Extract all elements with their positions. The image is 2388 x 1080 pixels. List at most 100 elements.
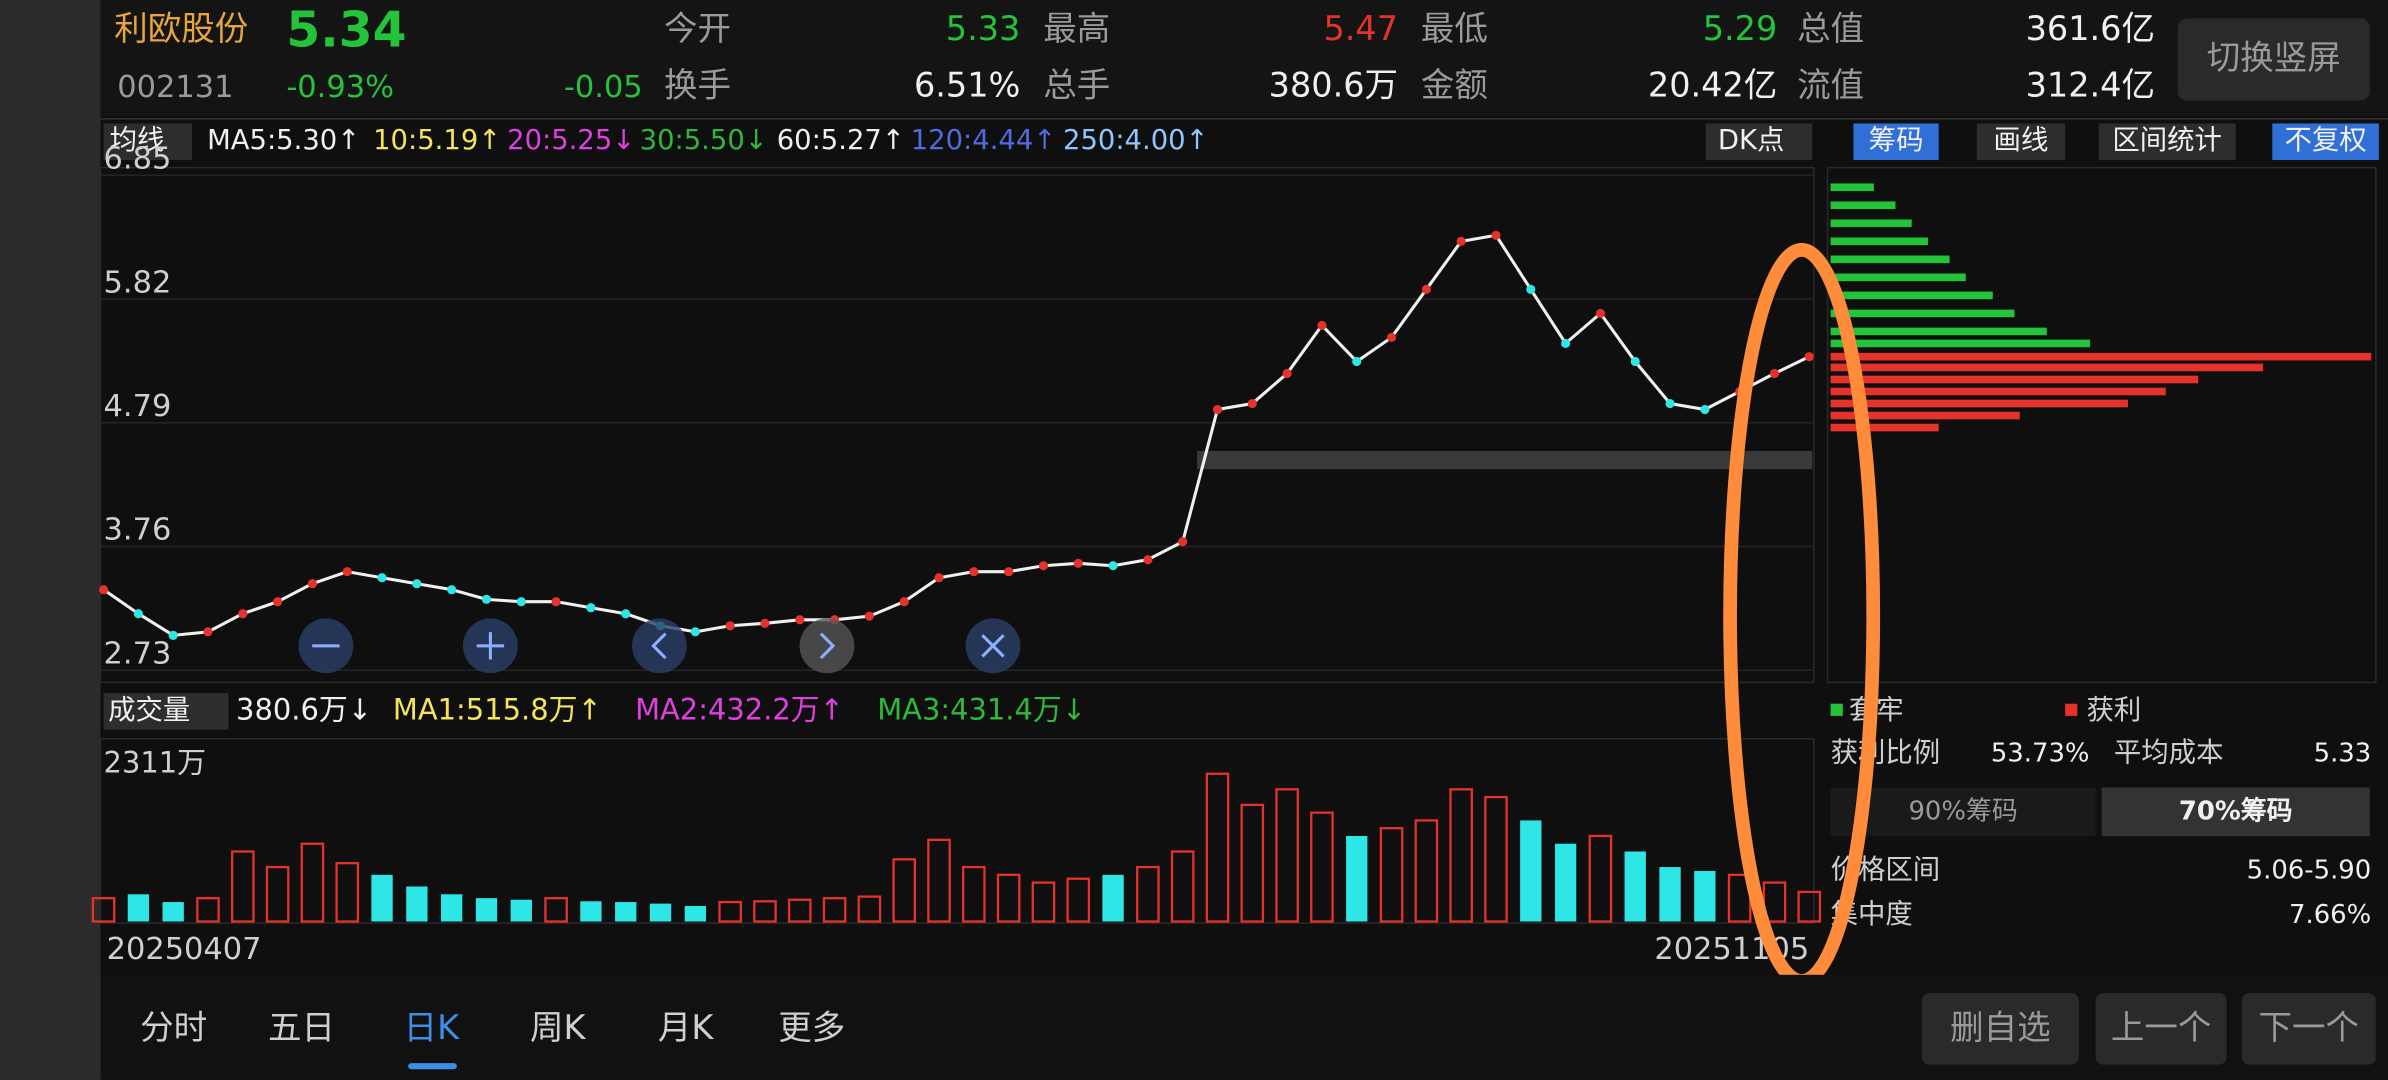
volume-bar [822, 897, 847, 923]
vol-item: MA2:432.2万↑ [635, 692, 844, 726]
close-point [1386, 332, 1397, 343]
close-point [447, 585, 457, 595]
close-point [1630, 356, 1640, 367]
ma-item: 10:5.19↑ [373, 125, 501, 156]
vol-selector-bg[interactable] [103, 693, 229, 730]
tab-bg[interactable] [2272, 123, 2379, 161]
volume-bar [1624, 851, 1646, 922]
chip-bar [1830, 255, 1950, 264]
action-button[interactable] [2241, 993, 2376, 1065]
close-point [899, 597, 909, 607]
chip-bar [1830, 327, 2047, 336]
chip-bar [1830, 219, 1912, 228]
conc: 7.66% [2289, 900, 2371, 930]
stock-name: 利欧股份 [114, 9, 248, 48]
ma-selector-bg[interactable] [103, 123, 192, 161]
period-tab[interactable]: 更多 [778, 1008, 845, 1047]
close-point [1595, 308, 1605, 318]
next[interactable] [799, 618, 855, 674]
volume-bar [1102, 874, 1124, 922]
volume-bar [1520, 820, 1542, 922]
close-point [1352, 356, 1362, 367]
vol-item: 380.6万↓ [236, 692, 372, 726]
close-point [969, 567, 979, 577]
close-point [1421, 284, 1431, 294]
period-tab[interactable]: 五日 [268, 1008, 335, 1047]
chip-bar [1830, 363, 2264, 372]
chip70-btn[interactable] [2101, 787, 2370, 837]
stat-label: 流值 [1797, 65, 1864, 104]
action-label: 删自选 [1950, 1008, 2051, 1047]
volume-bar [1346, 835, 1368, 922]
volume-bar [1310, 811, 1334, 923]
nav-buttons [298, 618, 1021, 674]
stat-label: 金额 [1421, 65, 1488, 104]
period-tab[interactable]: 分时 [140, 1008, 207, 1047]
close-point [725, 621, 735, 631]
dk-bg[interactable] [1705, 123, 1813, 161]
rotate-button[interactable] [2177, 18, 2370, 101]
close-point [760, 618, 770, 628]
zone-band [1197, 450, 1813, 470]
close-point [864, 611, 874, 621]
volume-bar [406, 886, 428, 922]
tab-bg[interactable] [2098, 123, 2236, 161]
volume-bar [1484, 795, 1508, 923]
ma-selector: 均线 [110, 125, 165, 156]
legend-swatch [2065, 703, 2078, 716]
period-tabs: 分时 五日 日K 周K 月K 更多 [140, 1008, 845, 1070]
change-pct: -0.93% [286, 70, 394, 105]
action-button[interactable] [1921, 993, 2079, 1065]
left-edge [0, 0, 101, 1080]
volume-bar [1031, 881, 1056, 923]
action-button[interactable] [2095, 993, 2227, 1065]
close-point [238, 609, 248, 619]
ma-item: 60:5.27↑ [777, 125, 905, 156]
volume-bar [1554, 843, 1577, 922]
volume-bar [162, 902, 184, 922]
y-tick-label: 2.73 [104, 636, 172, 671]
volume-bar [91, 897, 116, 923]
chip-bar [1830, 291, 1993, 300]
chip-bar [1830, 423, 1939, 432]
stat-value: 361.6亿 [2026, 9, 2155, 48]
close-point [1804, 352, 1814, 362]
chip90-btn[interactable] [1830, 787, 2096, 837]
cost: 5.33 [2314, 738, 2372, 768]
close-point [1073, 558, 1083, 568]
chip-bar [1830, 309, 2015, 318]
volume-bar [996, 873, 1021, 923]
volume-bar [196, 897, 220, 923]
ma-items: MA5:5.30↑ 10:5.19↑ 20:5.25↓ 30:5.50↓ 60:5.27… [207, 125, 1208, 156]
tab-bg[interactable] [1853, 123, 1939, 161]
close-point [934, 573, 944, 583]
volume-bar [1275, 788, 1299, 923]
ma-item: 250:4.00↑ [1063, 125, 1209, 156]
chip-bar [1830, 339, 2091, 348]
stat-value: 312.4亿 [2026, 65, 2155, 104]
tab-bg[interactable] [1976, 123, 2066, 161]
volume-bar [1659, 867, 1681, 922]
change: -0.05 [564, 70, 643, 105]
period-tab[interactable]: 月K [658, 1008, 714, 1047]
close-point [1004, 567, 1014, 577]
volume-bar [787, 898, 812, 923]
volume-bar [1797, 890, 1822, 923]
close-point [516, 597, 526, 607]
prev[interactable] [632, 618, 687, 674]
close-point [1178, 537, 1188, 547]
vol-selector: 成交量 [108, 695, 190, 726]
chip-bar [1830, 387, 2166, 396]
close-point [551, 597, 561, 607]
stat-value: 5.47 [1323, 9, 1398, 48]
tab-underline [408, 1063, 457, 1070]
close-point [795, 615, 805, 625]
bottom-buttons: 删自选 上一个 下一个 [1921, 993, 2376, 1065]
period-tab[interactable]: 周K [530, 1008, 586, 1047]
period-tab[interactable]: 日K [404, 1008, 460, 1047]
close-point [273, 597, 283, 607]
stat-value: 5.33 [946, 9, 1021, 48]
stat-label: 换手 [664, 65, 731, 104]
close-point [586, 603, 596, 613]
volume-bar [857, 895, 882, 923]
